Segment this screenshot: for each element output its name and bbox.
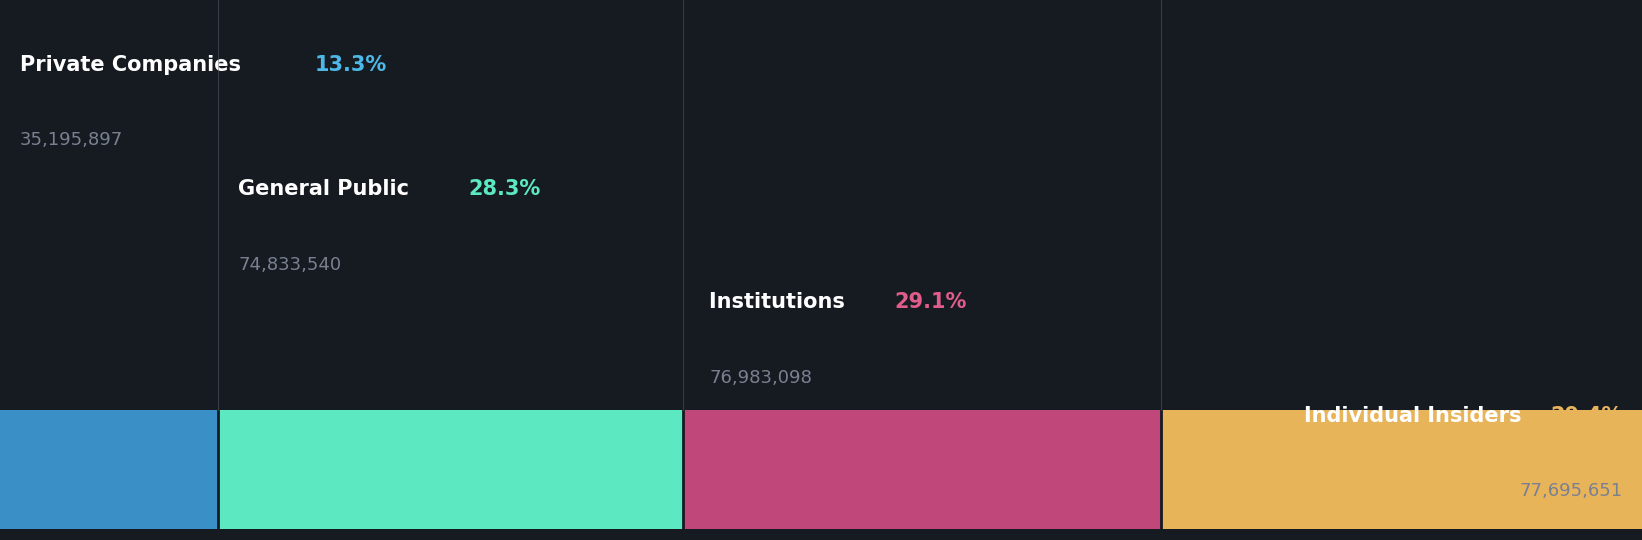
Text: 74,833,540: 74,833,540	[238, 255, 342, 274]
Text: 28.3%: 28.3%	[468, 179, 540, 199]
Text: Institutions: Institutions	[709, 292, 852, 313]
Text: 29.1%: 29.1%	[893, 292, 967, 313]
Bar	[1161, 410, 1642, 529]
Bar	[218, 410, 683, 529]
Text: 29.4%: 29.4%	[1550, 406, 1622, 426]
Bar	[0, 410, 218, 529]
Text: Individual Insiders: Individual Insiders	[1304, 406, 1529, 426]
Text: General Public: General Public	[238, 179, 417, 199]
Text: Private Companies: Private Companies	[20, 55, 248, 75]
Text: 35,195,897: 35,195,897	[20, 131, 123, 150]
Text: 76,983,098: 76,983,098	[709, 369, 813, 387]
Text: 77,695,651: 77,695,651	[1519, 482, 1622, 501]
Text: 13.3%: 13.3%	[314, 55, 386, 75]
Bar	[683, 410, 1161, 529]
